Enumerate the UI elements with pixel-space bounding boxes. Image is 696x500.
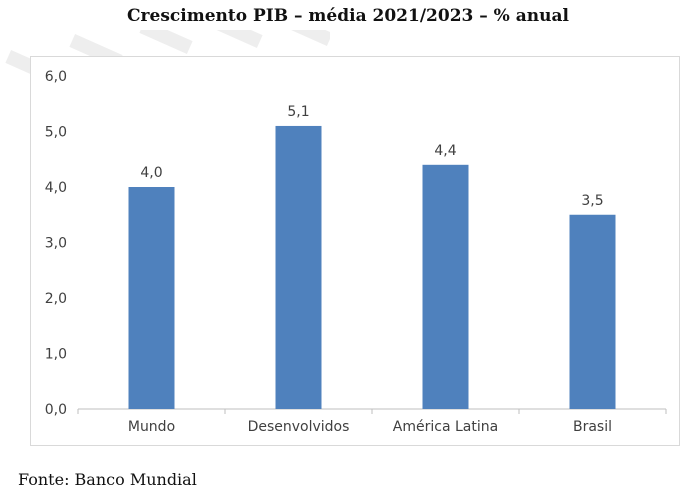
x-tick-label: Brasil: [573, 419, 612, 435]
bar-2: [422, 164, 469, 409]
bar-0: [128, 187, 175, 409]
y-tick-label: 2,0: [45, 291, 67, 307]
x-tick-label: Mundo: [128, 419, 175, 435]
y-tick-label: 3,0: [45, 236, 67, 252]
y-tick-label: 5,0: [45, 125, 67, 141]
x-tick-label: Desenvolvidos: [248, 419, 350, 435]
source-note: Fonte: Banco Mundial: [18, 470, 197, 489]
y-tick-label: 4,0: [45, 180, 67, 196]
x-tick-label: América Latina: [393, 419, 498, 435]
chart-title: Crescimento PIB – média 2021/2023 – % an…: [127, 6, 569, 26]
data-label: 4,4: [434, 143, 456, 159]
data-label: 3,5: [581, 193, 603, 209]
bar-3: [569, 214, 616, 409]
y-tick-label: 6,0: [45, 69, 67, 85]
data-label: 4,0: [140, 165, 162, 181]
y-tick-label: 1,0: [45, 347, 67, 363]
bar-1: [275, 125, 322, 409]
data-label: 5,1: [287, 104, 309, 120]
y-tick-label: 0,0: [45, 402, 67, 418]
